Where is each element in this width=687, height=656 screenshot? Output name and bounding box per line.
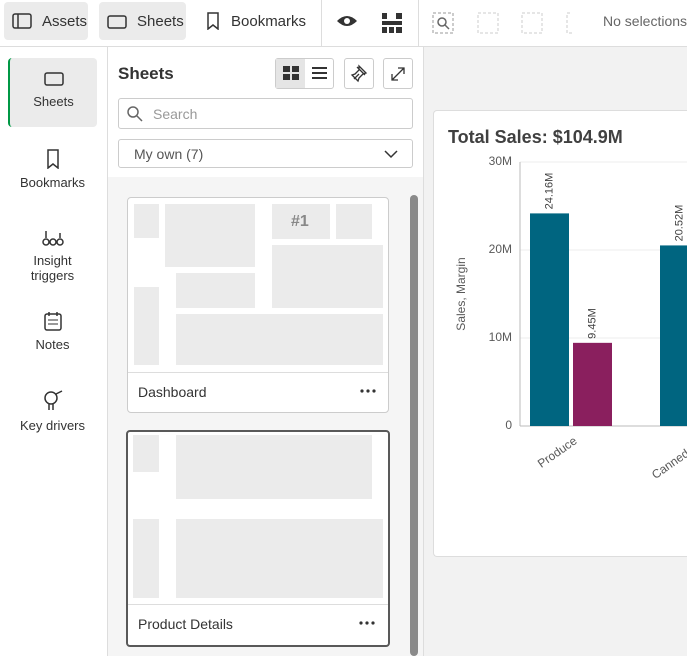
chart-card[interactable]: Total Sales: $104.9M Sales, Margin 0 10M 2… [433,110,687,557]
nav-notes[interactable]: Notes [8,311,97,352]
x-tick-label: Canned Pro [649,433,687,481]
bar [573,342,612,426]
more-icon[interactable] [360,389,376,393]
thumb [272,245,383,308]
thumb [176,273,255,308]
selections-status: No selections [603,13,687,29]
side-nav: Sheets Bookmarks Insight triggers Notes … [0,47,108,656]
kpi-text: #1 [291,213,309,230]
y-axis-label: Sales, Margin [454,257,468,330]
nav-label: Insight triggers [30,253,75,283]
bookmarks-button[interactable]: Bookmarks [197,2,314,40]
nav-label: Key drivers [19,418,86,433]
chart: Total Sales: $104.9M Sales, Margin 0 10M 2… [448,127,687,482]
nav-bookmarks[interactable]: Bookmarks [8,149,97,190]
bar [660,245,687,426]
sheets-button[interactable]: Sheets [99,2,186,40]
toolbar: Assets Sheets Bookmarks No selections [0,0,687,47]
x-tick-label: Produce [535,433,580,470]
thumb: #1 [272,204,330,239]
divider [128,372,388,373]
more-icon[interactable] [359,621,375,625]
sheet-title: Product Details [138,616,233,632]
nav-label: Sheets [33,94,74,109]
sheet-card[interactable]: Product Details [126,430,390,647]
thumb [176,314,383,365]
search-placeholder: Search [153,106,198,122]
separator [321,0,322,46]
thumb [176,435,372,499]
y-tick-label: 0 [505,418,512,432]
selection-tools [432,12,572,34]
y-tick-label: 10M [489,330,512,344]
pin-button[interactable] [344,58,374,89]
nav-key-drivers[interactable]: Key drivers [8,390,97,433]
value-label: 24.16M [543,173,555,210]
thumb [133,435,159,472]
grid-view[interactable] [276,59,305,88]
search-box[interactable]: Search [118,98,413,129]
thumb [134,287,159,365]
thumb [176,519,383,598]
value-label: 9.45M [586,308,598,339]
assets-button[interactable]: Assets [4,2,88,40]
filter-label: My own (7) [134,146,204,162]
sheets-panel: Sheets Search My own (7) #1 [108,47,424,656]
y-tick-label: 20M [489,242,512,256]
bar [530,213,569,426]
nav-insight[interactable]: Insight triggers [8,229,97,283]
nav-label: Notes [35,337,70,352]
sheets-label: Sheets [137,12,184,30]
assets-label: Assets [42,12,88,30]
thumb [336,204,372,239]
bookmarks-label: Bookmarks [231,12,307,30]
sheet-card[interactable]: #1 Dashboard [127,197,389,413]
separator [418,0,419,46]
view-toggle[interactable] [275,58,334,89]
value-label: 20.52M [673,205,685,242]
sheet-list: #1 Dashboard Product Details [108,177,423,656]
view-icons [283,66,327,80]
divider [128,604,388,605]
thumb [165,204,255,267]
layout-icon[interactable] [381,12,403,34]
nav-label: Bookmarks [19,175,86,190]
expand-button[interactable] [383,58,413,89]
sheet-title: Dashboard [138,384,207,400]
nav-sheets[interactable]: Sheets [8,58,97,127]
chart-title: Total Sales: $104.9M [448,127,623,147]
scrollbar[interactable] [410,195,418,656]
thumb [134,204,159,238]
filter-dropdown[interactable]: My own (7) [118,139,413,168]
panel-title: Sheets [118,64,174,83]
preview-icon[interactable] [336,12,358,32]
y-tick-label: 30M [489,154,512,168]
thumb [133,519,159,598]
